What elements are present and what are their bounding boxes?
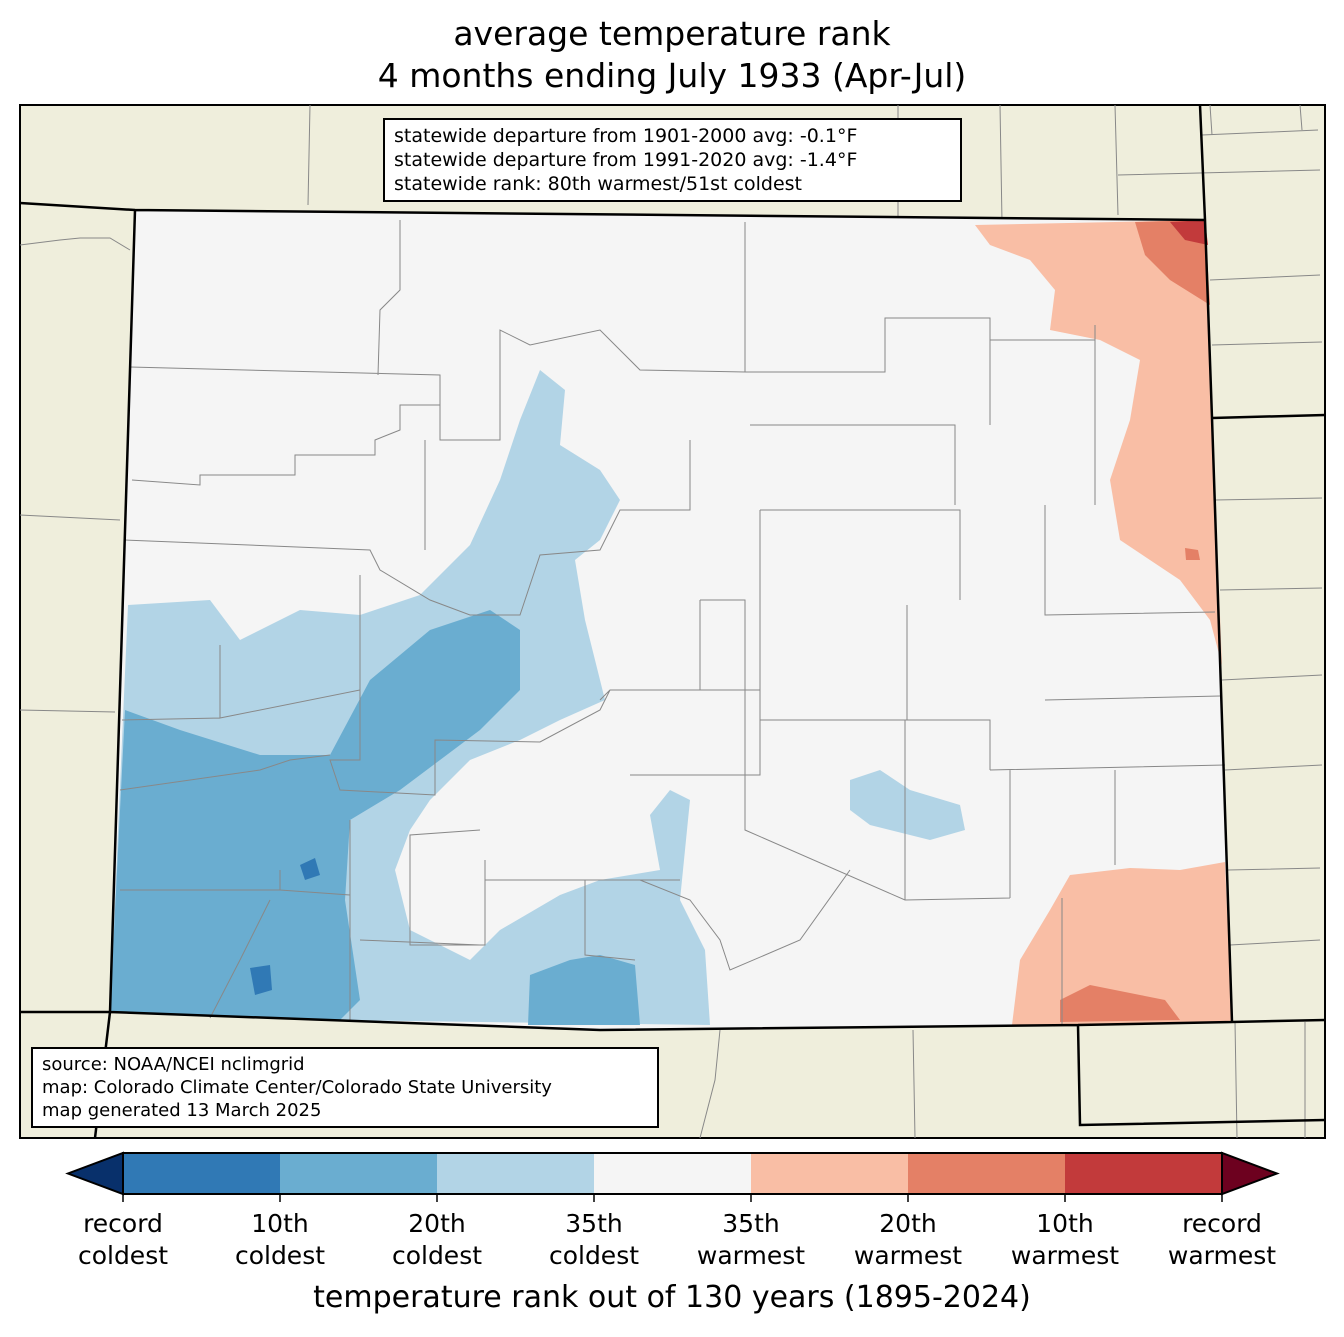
tick-text: 20th — [408, 1209, 466, 1238]
tick-text: warmest — [853, 1241, 963, 1270]
colorbar-tick-label: 20th warmest — [823, 1208, 993, 1272]
colorbar-segment — [594, 1153, 751, 1194]
colorbar-segment — [1065, 1153, 1222, 1194]
tick-text: 10th — [251, 1209, 309, 1238]
tick-text: record — [83, 1209, 163, 1238]
title-line2: 4 months ending July 1933 (Apr-Jul) — [377, 56, 967, 95]
colorbar-extend-low — [65, 1151, 124, 1196]
tick-text: coldest — [548, 1241, 640, 1270]
tick-text: warmest — [1167, 1241, 1277, 1270]
colorbar-segment — [437, 1153, 594, 1194]
source-line: source: NOAA/NCEI nclimgrid — [42, 1054, 305, 1075]
tick-text: 35th — [722, 1209, 780, 1238]
county-lines — [119, 220, 1226, 1025]
colorbar-segment — [751, 1153, 908, 1194]
stat-1991-2020: statewide departure from 1991-2020 avg: … — [394, 149, 858, 171]
stat-1901-2000: statewide departure from 1901-2000 avg: … — [394, 125, 858, 147]
stat-rank: statewide rank: 80th warmest/51st coldes… — [394, 173, 803, 195]
source-box: source: NOAA/NCEI nclimgrid map: Colorad… — [31, 1047, 659, 1128]
tick-text: coldest — [234, 1241, 326, 1270]
colorbar-tick-label: 10th coldest — [195, 1208, 365, 1272]
map-credit-line: map: Colorado Climate Center/Colorado St… — [42, 1077, 552, 1098]
colorbar-tick-label: 10th warmest — [980, 1208, 1150, 1272]
colorbar-extend-high — [1221, 1151, 1280, 1196]
tick-text: record — [1182, 1209, 1262, 1238]
neighbor-county-lines — [19, 104, 1323, 1139]
generated-line: map generated 13 March 2025 — [42, 1100, 322, 1121]
colorbar-segment — [123, 1153, 280, 1194]
tick-text: 20th — [879, 1209, 937, 1238]
colorbar-outline — [122, 1152, 1223, 1195]
colorbar-tick-label: 35th coldest — [509, 1208, 679, 1272]
colorbar — [65, 1151, 1280, 1202]
tick-text: warmest — [1010, 1241, 1120, 1270]
colorbar-segment — [280, 1153, 437, 1194]
tick-text: warmest — [696, 1241, 806, 1270]
state-borders — [19, 104, 1326, 1139]
colorbar-segment — [908, 1153, 1065, 1194]
colorbar-tick-label: record warmest — [1137, 1208, 1307, 1272]
tick-text: coldest — [391, 1241, 483, 1270]
tick-text: 10th — [1036, 1209, 1094, 1238]
statewide-stats-box: statewide departure from 1901-2000 avg: … — [383, 118, 962, 202]
rank-shading — [110, 220, 1232, 1025]
colorbar-tick-label: 20th coldest — [352, 1208, 522, 1272]
tick-text: 35th — [565, 1209, 623, 1238]
title-line1: average temperature rank — [453, 14, 891, 53]
colorbar-tick-label: record coldest — [38, 1208, 208, 1272]
colorbar-label: temperature rank out of 130 years (1895-… — [313, 1280, 1031, 1315]
colorbar-tick-label: 35th warmest — [666, 1208, 836, 1272]
tick-text: coldest — [77, 1241, 169, 1270]
